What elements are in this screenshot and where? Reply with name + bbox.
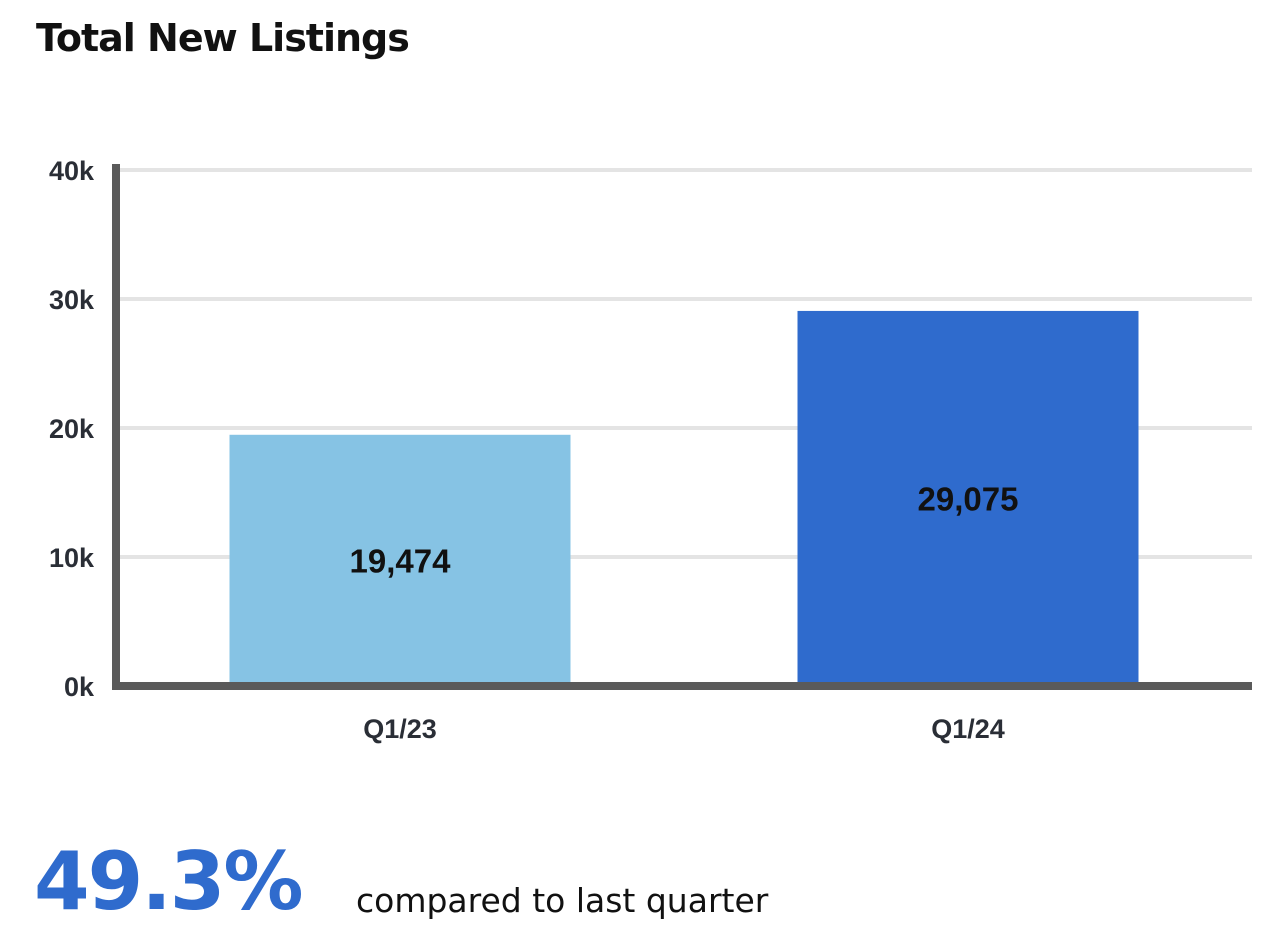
y-tick-label: 30k bbox=[49, 285, 95, 315]
y-tick-label: 40k bbox=[49, 156, 95, 186]
x-tick-label: Q1/23 bbox=[363, 714, 437, 744]
y-tick-label: 0k bbox=[64, 672, 95, 702]
bar-q1-24 bbox=[797, 310, 1139, 686]
y-axis-ticks: 0k 10k 20k 30k 40k bbox=[49, 156, 95, 702]
chart-title: Total New Listings bbox=[36, 16, 410, 60]
x-tick-label: Q1/24 bbox=[931, 714, 1005, 744]
change-percentage: 49.3% bbox=[34, 835, 304, 928]
bar-chart: 0k 10k 20k 30k 40k 19,474 29,075 Q1/23 Q1/24 bbox=[49, 156, 1252, 744]
y-tick-label: 10k bbox=[49, 543, 95, 573]
value-labels: 19,474 29,075 bbox=[350, 480, 1019, 579]
bar-value-label: 19,474 bbox=[350, 542, 452, 579]
y-tick-label: 20k bbox=[49, 414, 95, 444]
bars bbox=[229, 310, 1139, 686]
x-axis-ticks: Q1/23 Q1/24 bbox=[363, 714, 1005, 744]
bar-value-label: 29,075 bbox=[918, 480, 1019, 517]
axes bbox=[112, 164, 1252, 690]
bar-q1-23 bbox=[229, 434, 571, 686]
change-caption: compared to last quarter bbox=[356, 881, 769, 920]
